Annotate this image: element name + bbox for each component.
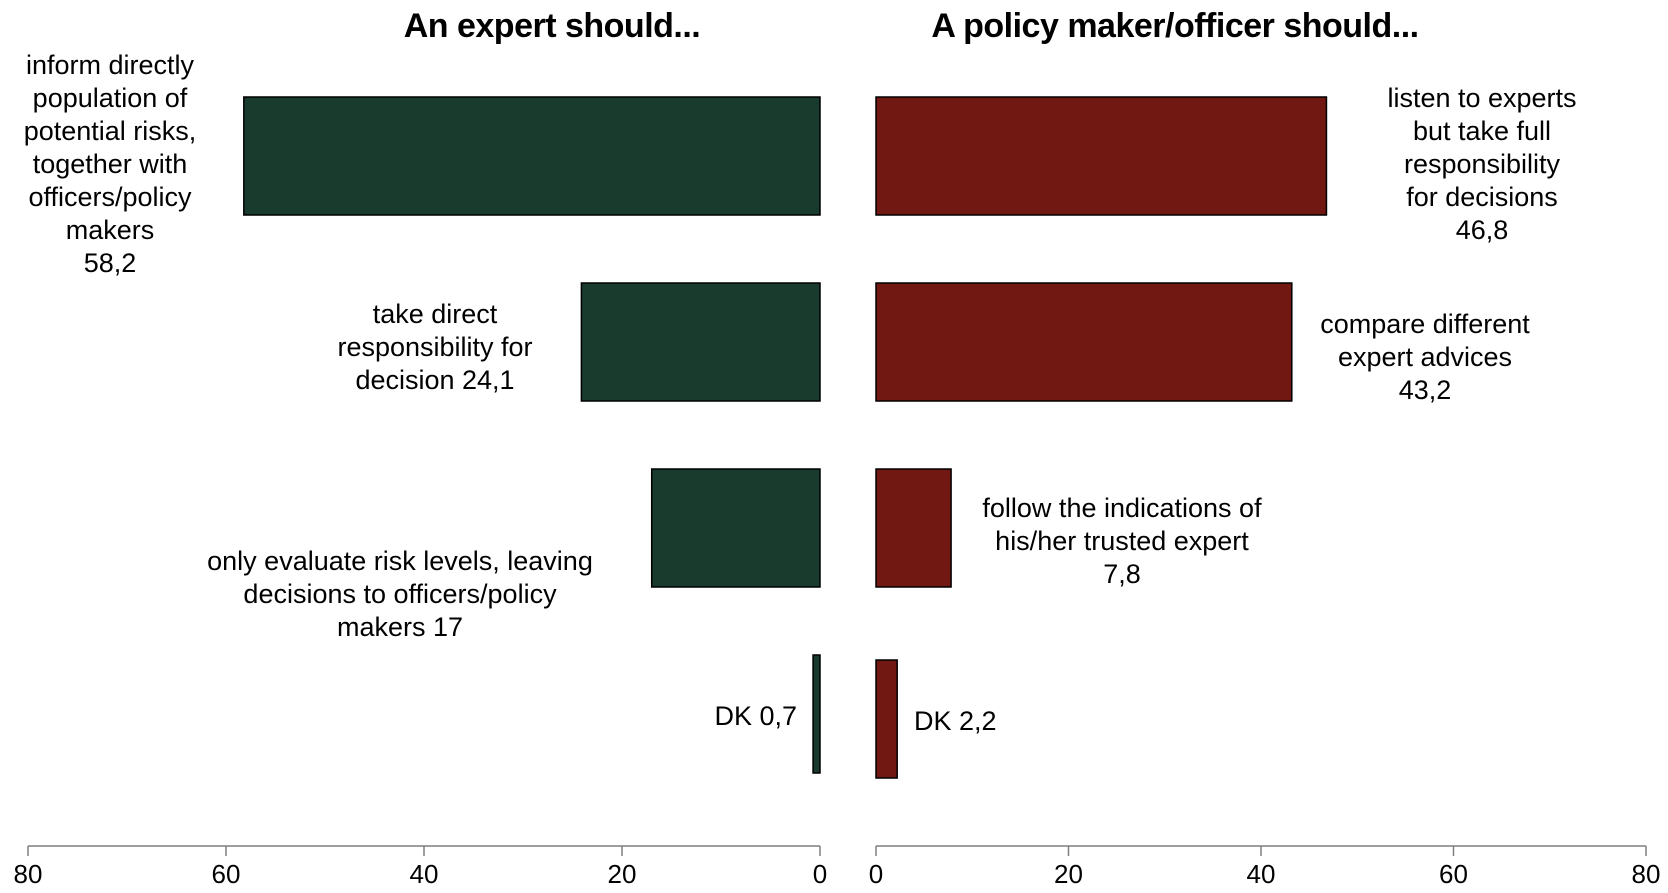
x-tick-label: 20: [608, 859, 637, 889]
bar: [875, 659, 898, 779]
bar: [580, 282, 821, 402]
x-tick-label: 80: [14, 859, 43, 889]
x-tick-label: 40: [1247, 859, 1276, 889]
bar-label: DK 2,2: [914, 706, 997, 736]
bar-label: follow the indications of his/her trusted…: [982, 493, 1262, 589]
bar-label: DK 0,7: [714, 701, 797, 731]
bar-label: inform directly population of potential ri…: [24, 50, 197, 278]
right-panel: listen to experts but take full responsibi…: [869, 83, 1661, 889]
x-tick-label: 40: [410, 859, 439, 889]
left-panel: inform directly population of potential ri…: [14, 50, 828, 889]
bar: [243, 96, 821, 216]
left-panel-title: An expert should...: [404, 7, 701, 45]
bar: [875, 282, 1293, 402]
bar-label: listen to experts but take full responsibi…: [1387, 83, 1576, 245]
x-tick-label: 0: [813, 859, 827, 889]
bar: [650, 468, 821, 588]
bar: [875, 468, 952, 588]
bar-label: compare different expert advices 43,2: [1320, 309, 1530, 405]
x-tick-label: 60: [1439, 859, 1468, 889]
bar-label: only evaluate risk levels, leaving decisi…: [207, 546, 593, 642]
bar-label: take direct responsibility for decision 24…: [337, 299, 532, 395]
bar: [812, 654, 821, 774]
right-panel-title: A policy maker/officer should...: [931, 7, 1418, 45]
x-tick-label: 80: [1632, 859, 1661, 889]
x-tick-label: 0: [869, 859, 883, 889]
bar: [875, 96, 1328, 216]
x-tick-label: 60: [212, 859, 241, 889]
x-tick-label: 20: [1054, 859, 1083, 889]
